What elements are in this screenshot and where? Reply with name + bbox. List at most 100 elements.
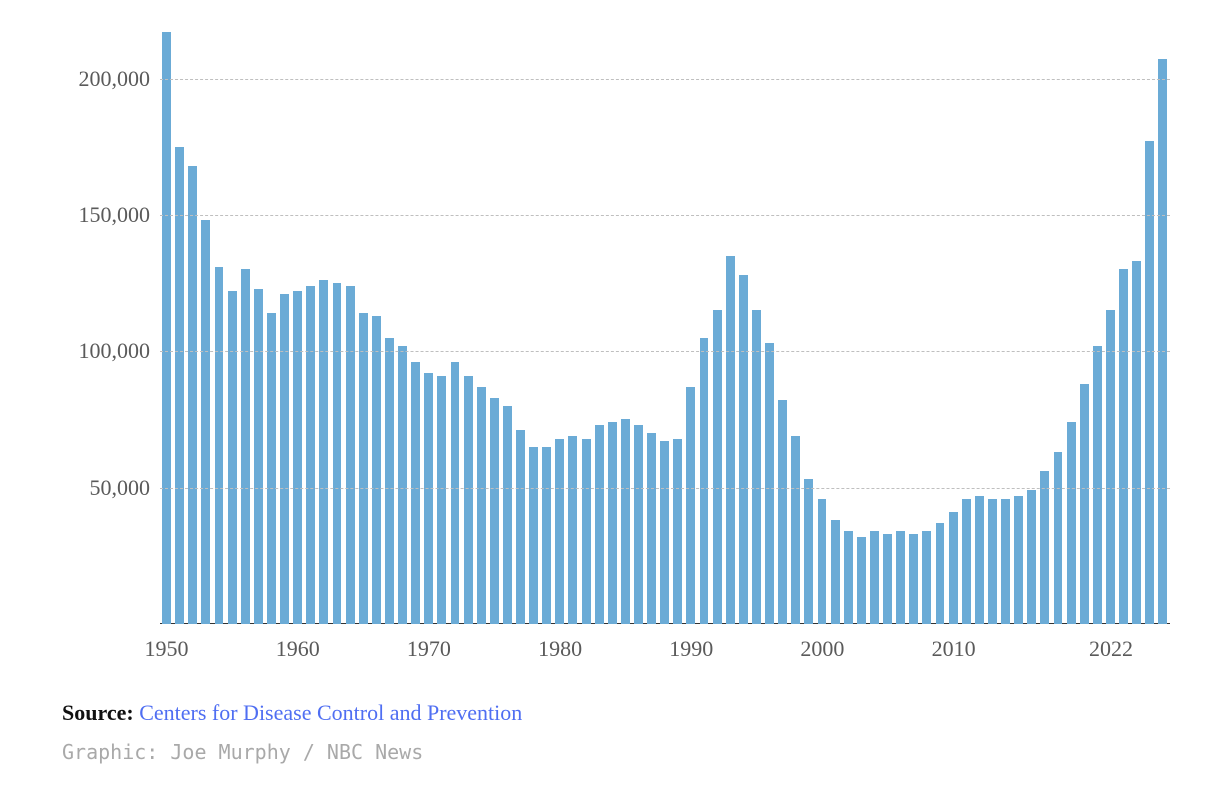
bar bbox=[319, 280, 328, 624]
x-tick-label: 2010 bbox=[932, 636, 976, 662]
bar-slot bbox=[1130, 24, 1143, 624]
x-tick-label: 1990 bbox=[669, 636, 713, 662]
source-link[interactable]: Centers for Disease Control and Preventi… bbox=[139, 700, 522, 725]
bar bbox=[359, 313, 368, 624]
y-gridline bbox=[160, 215, 1170, 216]
x-tick-label: 1980 bbox=[538, 636, 582, 662]
bar bbox=[831, 520, 840, 624]
bar-slot bbox=[776, 24, 789, 624]
bar-slot bbox=[1051, 24, 1064, 624]
bar bbox=[555, 439, 564, 624]
bar-slot bbox=[488, 24, 501, 624]
bar bbox=[424, 373, 433, 624]
x-tick-label: 1960 bbox=[276, 636, 320, 662]
bar-slot bbox=[409, 24, 422, 624]
bar-slot bbox=[212, 24, 225, 624]
bar-slot bbox=[1156, 24, 1169, 624]
bar bbox=[739, 275, 748, 624]
bar-slot bbox=[344, 24, 357, 624]
bar bbox=[818, 499, 827, 624]
y-tick-label: 200,000 bbox=[79, 66, 161, 92]
bar-slot bbox=[226, 24, 239, 624]
bar-slot bbox=[724, 24, 737, 624]
bar-slot bbox=[1012, 24, 1025, 624]
bar-slot bbox=[475, 24, 488, 624]
source-line: Source: Centers for Disease Control and … bbox=[62, 700, 522, 726]
bar-slot bbox=[1078, 24, 1091, 624]
bar bbox=[306, 286, 315, 624]
bar bbox=[385, 338, 394, 624]
bar-slot bbox=[907, 24, 920, 624]
bar-slot bbox=[881, 24, 894, 624]
bar bbox=[228, 291, 237, 624]
bar bbox=[280, 294, 289, 624]
bar bbox=[1119, 269, 1128, 624]
bar-slot bbox=[750, 24, 763, 624]
bar bbox=[949, 512, 958, 624]
bar bbox=[673, 439, 682, 624]
bar bbox=[804, 479, 813, 624]
bar-slot bbox=[239, 24, 252, 624]
bar-slot bbox=[789, 24, 802, 624]
bar-slot bbox=[868, 24, 881, 624]
bar bbox=[988, 499, 997, 624]
figure: { "chart": { "type": "bar", "background_… bbox=[0, 0, 1228, 808]
bar-slot bbox=[697, 24, 710, 624]
bar bbox=[752, 310, 761, 624]
bar bbox=[293, 291, 302, 624]
bar-slot bbox=[973, 24, 986, 624]
bar bbox=[778, 400, 787, 624]
bar-slot bbox=[370, 24, 383, 624]
bar-slot bbox=[383, 24, 396, 624]
bar-slot bbox=[1117, 24, 1130, 624]
y-tick-label: 50,000 bbox=[90, 475, 161, 501]
bar bbox=[791, 436, 800, 624]
bar-slot bbox=[514, 24, 527, 624]
bar-slot bbox=[763, 24, 776, 624]
bar-slot bbox=[462, 24, 475, 624]
bar-slot bbox=[1143, 24, 1156, 624]
bar-slot bbox=[173, 24, 186, 624]
bar-slot bbox=[671, 24, 684, 624]
bar-slot bbox=[606, 24, 619, 624]
bar-slot bbox=[829, 24, 842, 624]
bar-slot bbox=[933, 24, 946, 624]
y-tick-label: 150,000 bbox=[79, 202, 161, 228]
bar bbox=[333, 283, 342, 624]
bar bbox=[975, 496, 984, 624]
bar bbox=[962, 499, 971, 624]
bar-slot bbox=[278, 24, 291, 624]
bars-container bbox=[160, 24, 1170, 624]
bar-slot bbox=[291, 24, 304, 624]
bar-slot bbox=[593, 24, 606, 624]
bar bbox=[1106, 310, 1115, 624]
bar-slot bbox=[1091, 24, 1104, 624]
bar bbox=[477, 387, 486, 624]
bar-slot bbox=[304, 24, 317, 624]
bar bbox=[1132, 261, 1141, 624]
bar-slot bbox=[199, 24, 212, 624]
bar bbox=[411, 362, 420, 624]
bar bbox=[437, 376, 446, 624]
bar bbox=[175, 147, 184, 624]
bar-slot bbox=[986, 24, 999, 624]
bar bbox=[608, 422, 617, 624]
bar bbox=[201, 220, 210, 624]
bar-slot bbox=[855, 24, 868, 624]
bar bbox=[713, 310, 722, 624]
bar-slot bbox=[580, 24, 593, 624]
bar-slot bbox=[815, 24, 828, 624]
bar bbox=[922, 531, 931, 624]
bar-slot bbox=[265, 24, 278, 624]
bar bbox=[516, 430, 525, 624]
bar bbox=[582, 439, 591, 624]
bar bbox=[1145, 141, 1154, 624]
bar-slot bbox=[1104, 24, 1117, 624]
bar-slot bbox=[527, 24, 540, 624]
bar-slot bbox=[396, 24, 409, 624]
bar-slot bbox=[684, 24, 697, 624]
bar bbox=[490, 398, 499, 624]
bar-slot bbox=[711, 24, 724, 624]
x-tick-label: 1950 bbox=[145, 636, 189, 662]
bar bbox=[909, 534, 918, 624]
